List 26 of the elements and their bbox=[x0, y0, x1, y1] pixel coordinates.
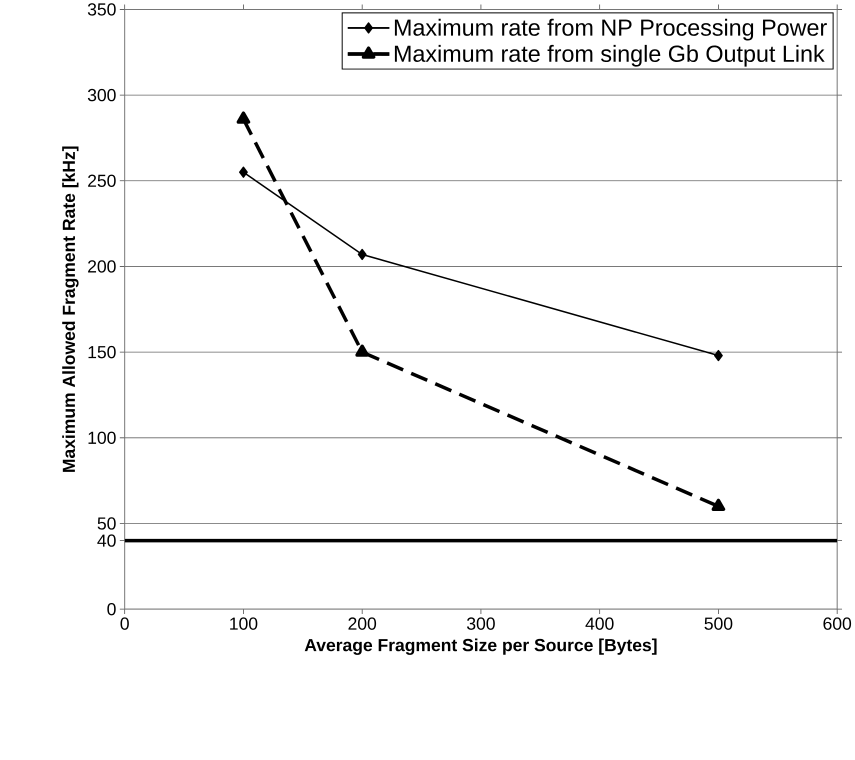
y-tick-label: 50 bbox=[98, 517, 116, 530]
point bbox=[355, 344, 369, 357]
point bbox=[236, 112, 250, 124]
legend-label: Maximum rate from single Gb Output Link bbox=[394, 44, 825, 67]
point bbox=[239, 166, 248, 178]
y-tick-label: 350 bbox=[88, 3, 116, 16]
x-tick-label: 100 bbox=[230, 617, 258, 630]
x-tick-label: 0 bbox=[120, 617, 129, 630]
point bbox=[714, 350, 723, 362]
y-tick-label: 200 bbox=[88, 260, 116, 273]
y-tick-label: 150 bbox=[88, 346, 116, 358]
y-tick-label: 100 bbox=[88, 432, 116, 444]
x-tick-label: 600 bbox=[823, 617, 852, 630]
x-axis-title: Average Fragment Size per Source [Bytes] bbox=[304, 638, 657, 655]
y-tick-label: 40 bbox=[97, 534, 116, 547]
x-tick-label: 400 bbox=[585, 617, 614, 630]
point bbox=[358, 248, 367, 260]
y-axis-title: Maximum Allowed Fragment Rate [kHz] bbox=[62, 146, 79, 472]
point bbox=[712, 498, 726, 512]
y-tick-label: 0 bbox=[107, 602, 116, 616]
x-tick-label: 200 bbox=[348, 617, 376, 630]
y-tick-label: 250 bbox=[88, 174, 116, 187]
legend-label: Maximum rate from NP Processing Power bbox=[394, 18, 827, 41]
y-tick-label: 300 bbox=[88, 88, 116, 102]
x-tick-label: 300 bbox=[467, 617, 495, 630]
x-tick-label: 500 bbox=[704, 617, 732, 630]
